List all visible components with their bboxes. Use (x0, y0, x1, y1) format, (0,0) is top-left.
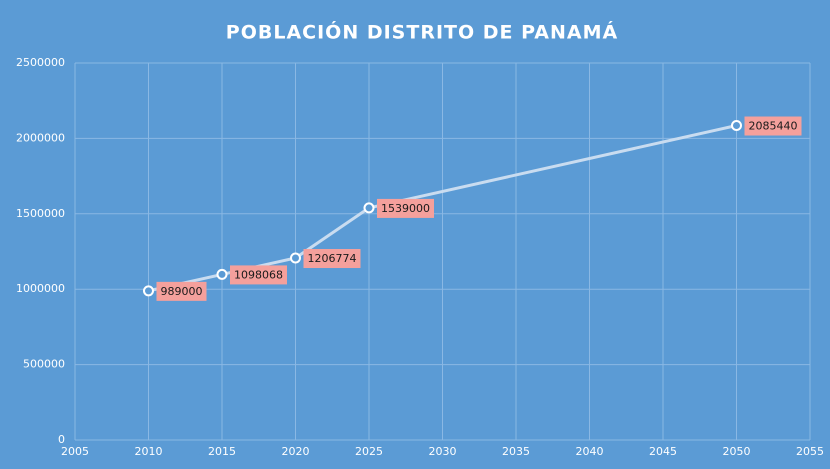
x-tick-label: 2010 (135, 445, 163, 458)
y-tick-label: 1500000 (16, 207, 65, 220)
data-label: 1539000 (381, 202, 430, 215)
x-tick-label: 2030 (429, 445, 457, 458)
x-tick-label: 2055 (796, 445, 824, 458)
x-tick-label: 2040 (576, 445, 604, 458)
data-point (731, 120, 742, 132)
data-label-box (744, 116, 802, 136)
data-label-box (377, 198, 434, 218)
data-label-box (230, 265, 287, 285)
y-tick-label: 2000000 (16, 131, 65, 144)
data-label: 2085440 (749, 120, 798, 133)
chart-title: POBLACIÓN DISTRITO DE PANAMÁ (226, 20, 618, 44)
y-tick-label: 2500000 (16, 56, 65, 69)
x-tick-label: 2050 (723, 445, 751, 458)
x-tick-label: 2015 (208, 445, 236, 458)
data-label: 1206774 (308, 252, 357, 265)
y-tick-label: 1000000 (16, 282, 65, 295)
data-label-box (156, 281, 207, 301)
x-tick-label: 2025 (355, 445, 383, 458)
data-label: 1098068 (234, 268, 283, 281)
y-tick-label: 500000 (23, 358, 65, 371)
data-label-box (303, 249, 361, 269)
data-label: 989000 (161, 285, 203, 298)
data-point (216, 268, 228, 280)
data-point (363, 202, 375, 214)
x-tick-label: 2035 (502, 445, 530, 458)
x-tick-label: 2020 (282, 445, 310, 458)
x-tick-label: 2005 (61, 445, 89, 458)
data-point (290, 252, 301, 264)
y-tick-label: 0 (58, 433, 65, 446)
x-tick-label: 2045 (649, 445, 677, 458)
data-point (143, 285, 154, 297)
